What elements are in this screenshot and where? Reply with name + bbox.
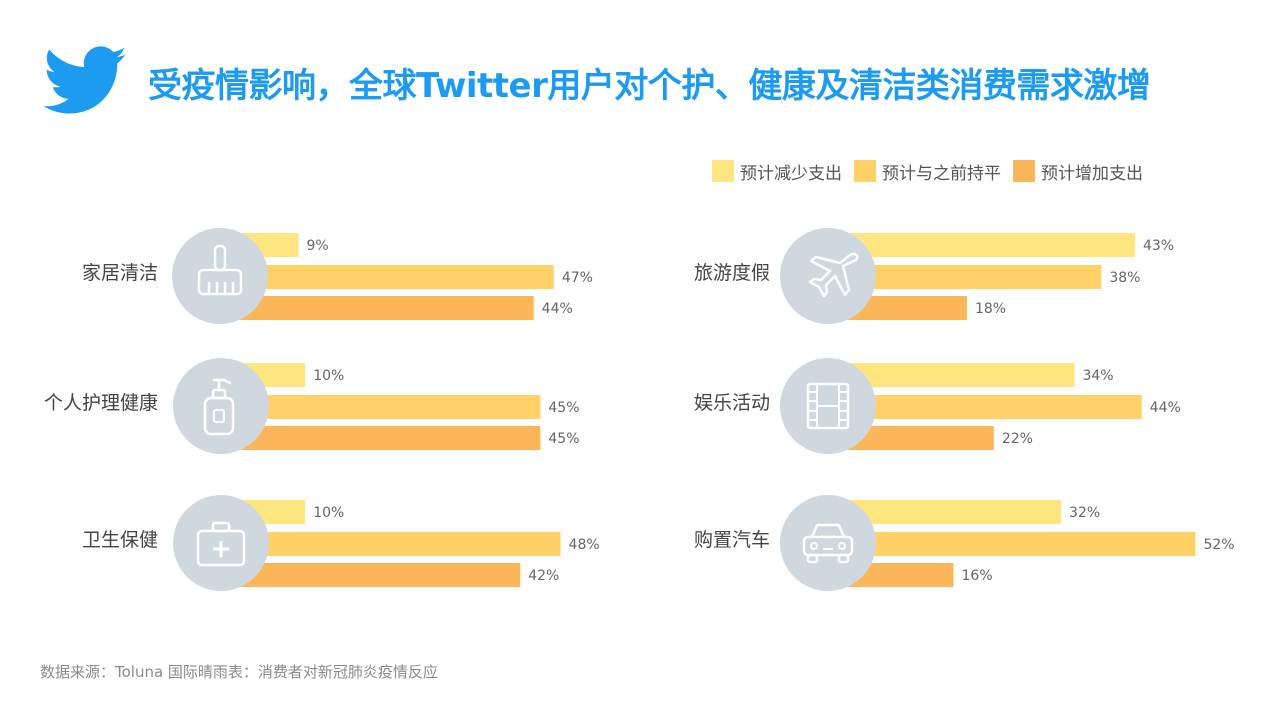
medical-kit-icon bbox=[196, 521, 246, 567]
source-note: 数据来源：Toluna 国际晴雨表：消费者对新冠肺炎疫情反应 bbox=[40, 663, 438, 681]
category-label: 卫生保健 bbox=[82, 529, 158, 551]
value-label: 16% bbox=[962, 568, 993, 584]
icon-circle bbox=[173, 358, 269, 454]
category-group: 10% 45% 45% 个人护理健康 bbox=[44, 358, 580, 454]
value-label: 22% bbox=[1002, 431, 1033, 447]
category-label: 家居清洁 bbox=[82, 262, 158, 284]
value-label: 38% bbox=[1109, 270, 1140, 286]
value-label: 10% bbox=[313, 368, 344, 384]
category-group: 34% 44% 22% 娱乐活动 bbox=[694, 358, 1181, 454]
legend-swatch-decrease bbox=[712, 160, 734, 182]
legend-item-flat: 预计与之前持平 bbox=[854, 159, 1001, 184]
value-label: 32% bbox=[1069, 505, 1100, 521]
bar bbox=[238, 395, 541, 419]
category-group: 9% 47% 44% 家居清洁 bbox=[82, 228, 593, 324]
cleaning-brush-icon bbox=[197, 244, 243, 296]
car-icon bbox=[802, 523, 854, 564]
value-label: 18% bbox=[975, 301, 1006, 317]
legend-label-decrease: 预计减少支出 bbox=[740, 163, 842, 184]
value-label: 44% bbox=[542, 301, 573, 317]
bar bbox=[238, 296, 534, 320]
category-group: 10% 48% 42% 卫生保健 bbox=[82, 495, 600, 591]
value-label: 44% bbox=[1150, 400, 1181, 416]
icon-circle bbox=[172, 228, 268, 324]
legend-swatch-increase bbox=[1013, 160, 1035, 182]
legend-swatch-flat bbox=[854, 160, 876, 182]
bar bbox=[846, 500, 1062, 524]
bar bbox=[846, 532, 1196, 556]
value-label: 45% bbox=[548, 431, 579, 447]
legend-item-decrease: 预计减少支出 bbox=[712, 159, 842, 184]
legend-label-increase: 预计增加支出 bbox=[1041, 163, 1143, 184]
value-label: 52% bbox=[1203, 537, 1234, 553]
bar bbox=[238, 563, 521, 587]
value-label: 42% bbox=[528, 568, 559, 584]
page-title: 受疫情影响，全球Twitter用户对个护、健康及清洁类消费需求激增 bbox=[148, 66, 1151, 106]
category-label: 旅游度假 bbox=[694, 262, 770, 284]
value-label: 10% bbox=[313, 505, 344, 521]
legend-item-increase: 预计增加支出 bbox=[1013, 159, 1143, 184]
icon-circle bbox=[780, 495, 876, 591]
value-label: 45% bbox=[548, 400, 579, 416]
value-label: 9% bbox=[306, 238, 328, 254]
bar bbox=[846, 395, 1142, 419]
bar bbox=[846, 426, 994, 450]
airplane-icon bbox=[808, 252, 859, 298]
category-label: 个人护理健康 bbox=[44, 392, 158, 414]
value-label: 48% bbox=[569, 537, 600, 553]
category-label: 娱乐活动 bbox=[694, 392, 770, 414]
chart-legend: 预计减少支出 预计与之前持平 预计增加支出 bbox=[712, 158, 1155, 184]
bar bbox=[238, 426, 541, 450]
legend-label-flat: 预计与之前持平 bbox=[882, 163, 1001, 184]
value-label: 34% bbox=[1082, 368, 1113, 384]
lotion-bottle-icon bbox=[203, 378, 235, 436]
bar bbox=[846, 265, 1102, 289]
bar bbox=[238, 265, 554, 289]
bar bbox=[238, 532, 561, 556]
film-strip-icon bbox=[806, 382, 850, 430]
icon-circle bbox=[780, 228, 876, 324]
category-label: 购置汽车 bbox=[694, 529, 770, 551]
value-label: 47% bbox=[562, 270, 593, 286]
value-label: 43% bbox=[1143, 238, 1174, 254]
bar bbox=[846, 363, 1075, 387]
category-group: 32% 52% 16% 购置汽车 bbox=[694, 495, 1235, 591]
bar bbox=[846, 233, 1135, 257]
category-group: 43%38% 18% 旅游度假 bbox=[694, 228, 1174, 324]
twitter-bird-logo bbox=[44, 46, 127, 114]
